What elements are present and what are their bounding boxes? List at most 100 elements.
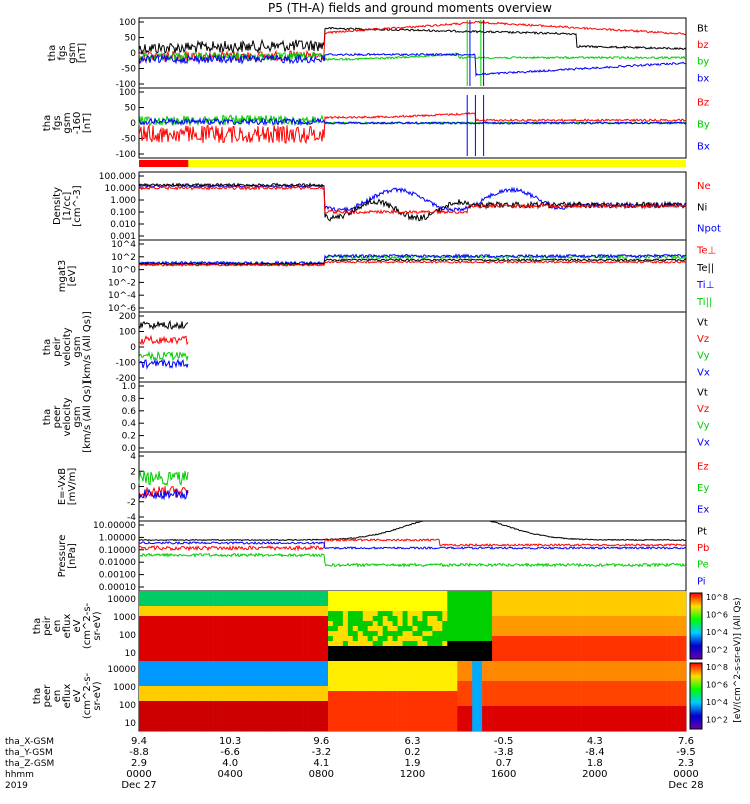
spec-cell-peer bbox=[437, 721, 443, 727]
spec-cell-peer bbox=[288, 711, 294, 717]
spec-cell-peir bbox=[467, 651, 473, 657]
spec-cell-peir bbox=[502, 621, 508, 627]
spec-cell-peer bbox=[367, 706, 373, 712]
spec-cell-peir bbox=[173, 626, 180, 632]
spec-cell-peer bbox=[258, 701, 264, 707]
spec-cell-peer bbox=[193, 706, 199, 712]
spec-cell-peir bbox=[531, 636, 538, 642]
spec-cell-peir bbox=[188, 651, 194, 657]
spec-cell-peer bbox=[233, 701, 239, 707]
spec-cell-peer bbox=[502, 666, 508, 672]
spec-cell-peer bbox=[258, 696, 264, 702]
spec-cell-peir bbox=[263, 621, 269, 627]
spec-cell-peer bbox=[462, 696, 468, 702]
spec-cell-peer bbox=[253, 696, 259, 702]
spec-cell-peir bbox=[253, 606, 259, 612]
spec-cell-peer bbox=[153, 661, 160, 667]
spec-cell-peir bbox=[656, 611, 662, 617]
spec-cell-peir bbox=[566, 596, 572, 602]
spec-cell-peir bbox=[278, 601, 284, 607]
spec-cell-peer bbox=[183, 686, 190, 692]
spec-cell-peer bbox=[492, 671, 498, 677]
spec-cell-peer bbox=[402, 691, 408, 697]
y-axis-label: en bbox=[52, 620, 63, 633]
spec-cell-peer bbox=[382, 726, 388, 732]
colorbar-bottom bbox=[689, 662, 703, 730]
spec-cell-peir bbox=[626, 616, 632, 622]
series-vt bbox=[138, 319, 189, 331]
spec-cell-peir bbox=[298, 656, 304, 662]
spec-cell-peir bbox=[437, 631, 443, 637]
series-Bz bbox=[138, 111, 687, 145]
spec-cell-peer bbox=[193, 721, 199, 727]
spec-cell-peir bbox=[457, 626, 463, 632]
spec-cell-peer bbox=[188, 701, 194, 707]
spec-cell-peir bbox=[253, 621, 259, 627]
spec-cell-peir bbox=[208, 641, 214, 647]
spec-cell-peer bbox=[681, 696, 687, 702]
spec-cell-peir bbox=[168, 656, 175, 662]
spec-cell-peir bbox=[472, 656, 478, 662]
y-axis-label: Density bbox=[52, 187, 63, 225]
spec-cell-peer bbox=[457, 726, 463, 732]
spec-cell-peer bbox=[526, 701, 533, 707]
spec-cell-peer bbox=[616, 666, 622, 672]
spec-cell-peir bbox=[536, 626, 543, 632]
spec-cell-peir bbox=[427, 601, 433, 607]
spec-cell-peer bbox=[352, 706, 359, 712]
spec-cell-peer bbox=[666, 726, 672, 732]
spec-cell-peer bbox=[651, 726, 657, 732]
spec-cell-peer bbox=[352, 696, 359, 702]
spec-cell-peer bbox=[213, 711, 219, 717]
spec-cell-peir bbox=[671, 611, 677, 617]
spec-cell-peir bbox=[457, 636, 463, 642]
spec-cell-peer bbox=[556, 701, 562, 707]
spec-cell-peir bbox=[467, 606, 473, 612]
spec-cell-peir bbox=[392, 636, 398, 642]
spec-cell-peer bbox=[477, 681, 483, 687]
spec-cell-peer bbox=[641, 671, 647, 677]
spec-cell-peer bbox=[253, 666, 259, 672]
spec-cell-peir bbox=[372, 616, 378, 622]
spec-cell-peir bbox=[432, 641, 438, 647]
spec-cell-peer bbox=[144, 686, 150, 692]
spec-cell-peir bbox=[193, 596, 199, 602]
legend-pressure-0: Pt bbox=[697, 526, 707, 537]
spec-cell-peer bbox=[228, 691, 234, 697]
spec-cell-peir bbox=[332, 641, 339, 647]
spec-cell-peir bbox=[457, 641, 463, 647]
spec-cell-peer bbox=[661, 671, 667, 677]
spec-cell-peer bbox=[541, 671, 548, 677]
spec-cell-peer bbox=[397, 666, 403, 672]
spec-cell-peir bbox=[492, 656, 498, 662]
spec-cell-peer bbox=[551, 661, 557, 667]
spec-cell-peir bbox=[223, 601, 229, 607]
spec-cell-peer bbox=[303, 706, 309, 712]
spec-cell-peir bbox=[591, 646, 597, 652]
spec-cell-peer bbox=[611, 726, 617, 732]
spec-cell-peer bbox=[392, 716, 398, 722]
plot-title: P5 (TH-A) fields and ground moments over… bbox=[268, 1, 552, 15]
spec-cell-peir bbox=[541, 616, 548, 622]
spec-cell-peir bbox=[671, 616, 677, 622]
x-row-value: 10.3 bbox=[219, 736, 241, 747]
spec-cell-peer bbox=[531, 691, 538, 697]
spec-cell-peer bbox=[382, 696, 388, 702]
spec-cell-peir bbox=[417, 601, 423, 607]
spec-cell-peir bbox=[387, 641, 393, 647]
spec-cell-peer bbox=[233, 686, 239, 692]
spec-cell-peer bbox=[631, 726, 637, 732]
spec-cell-peer bbox=[601, 696, 607, 702]
spec-cell-peir bbox=[352, 631, 359, 637]
spec-cell-peer bbox=[357, 701, 364, 707]
spec-cell-peer bbox=[586, 681, 592, 687]
spec-cell-peer bbox=[323, 701, 329, 707]
y-tick-label: -100 bbox=[116, 359, 137, 369]
spec-cell-peir bbox=[163, 601, 170, 607]
spec-cell-peir bbox=[213, 621, 219, 627]
spec-cell-peir bbox=[158, 596, 165, 602]
spec-cell-peer bbox=[357, 676, 364, 682]
spec-cell-peer bbox=[472, 686, 478, 692]
spec-cell-peer bbox=[208, 701, 214, 707]
spec-cell-peir bbox=[666, 611, 672, 617]
